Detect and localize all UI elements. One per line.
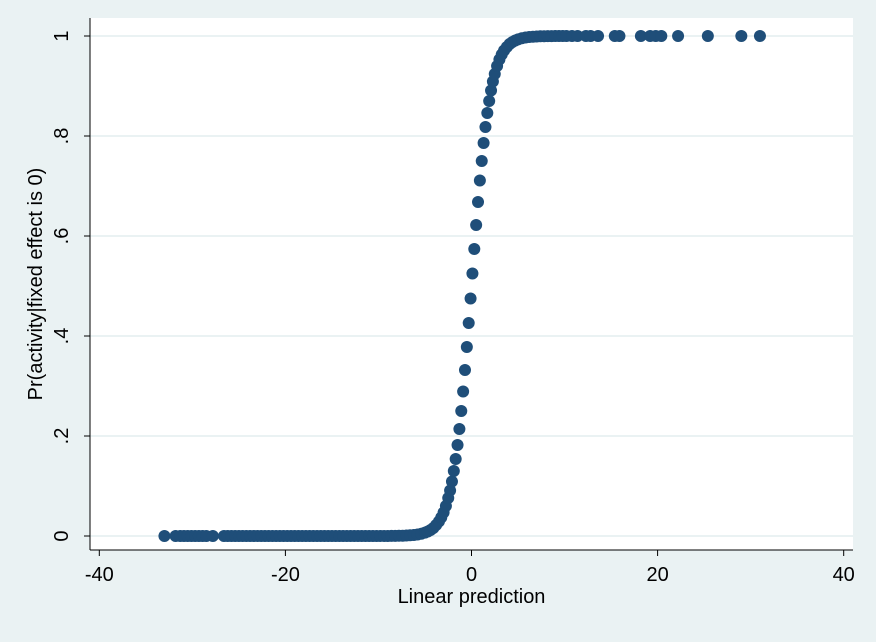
data-point	[735, 30, 748, 42]
data-point	[444, 484, 457, 497]
plot-area	[90, 18, 853, 550]
data-point	[453, 423, 466, 435]
data-point	[206, 530, 219, 542]
data-point	[447, 465, 460, 477]
x-tick-label: 0	[466, 564, 477, 586]
data-point	[455, 405, 468, 417]
data-point	[470, 219, 483, 231]
data-point	[483, 95, 496, 107]
data-point	[466, 267, 479, 280]
data-point	[634, 30, 647, 42]
data-point	[464, 292, 477, 305]
data-point	[457, 385, 470, 398]
data-point	[672, 30, 685, 42]
data-point	[701, 30, 714, 42]
axes: 0 .2 .4 .6 .8 1 -40 -20 0 20 40	[51, 18, 855, 586]
y-tick-label: .4	[51, 328, 73, 345]
data-point	[753, 30, 766, 42]
x-axis-label: Linear prediction	[398, 586, 546, 608]
data-point	[472, 196, 485, 208]
data-point	[592, 30, 605, 42]
y-tick-label: .8	[51, 128, 73, 145]
x-tick-label: -40	[85, 564, 114, 586]
data-point	[479, 121, 492, 133]
y-tick-label: .6	[51, 228, 73, 245]
data-point	[458, 364, 471, 376]
data-point	[468, 243, 481, 255]
data-point	[445, 475, 458, 488]
data-point	[158, 530, 171, 542]
y-axis-label: Pr(activity|fixed effect is 0)	[25, 168, 47, 401]
data-point	[460, 341, 473, 353]
grid-lines	[90, 35, 853, 537]
data-point	[451, 439, 464, 451]
x-tick-label: 40	[833, 564, 855, 586]
x-tick-label: -20	[271, 564, 300, 586]
data-point	[477, 137, 490, 149]
y-tick-label: 1	[51, 30, 73, 41]
x-tick-label: 20	[646, 564, 668, 586]
data-points	[158, 30, 766, 542]
data-point	[655, 30, 668, 42]
y-tick-label: 0	[51, 530, 73, 541]
data-point	[473, 174, 486, 187]
data-point	[462, 317, 475, 329]
data-point	[449, 453, 462, 465]
data-point	[485, 84, 498, 97]
data-point	[481, 107, 494, 119]
y-tick-label: .2	[51, 428, 73, 445]
data-point	[571, 30, 584, 42]
data-point	[613, 30, 626, 42]
data-point	[475, 155, 488, 167]
